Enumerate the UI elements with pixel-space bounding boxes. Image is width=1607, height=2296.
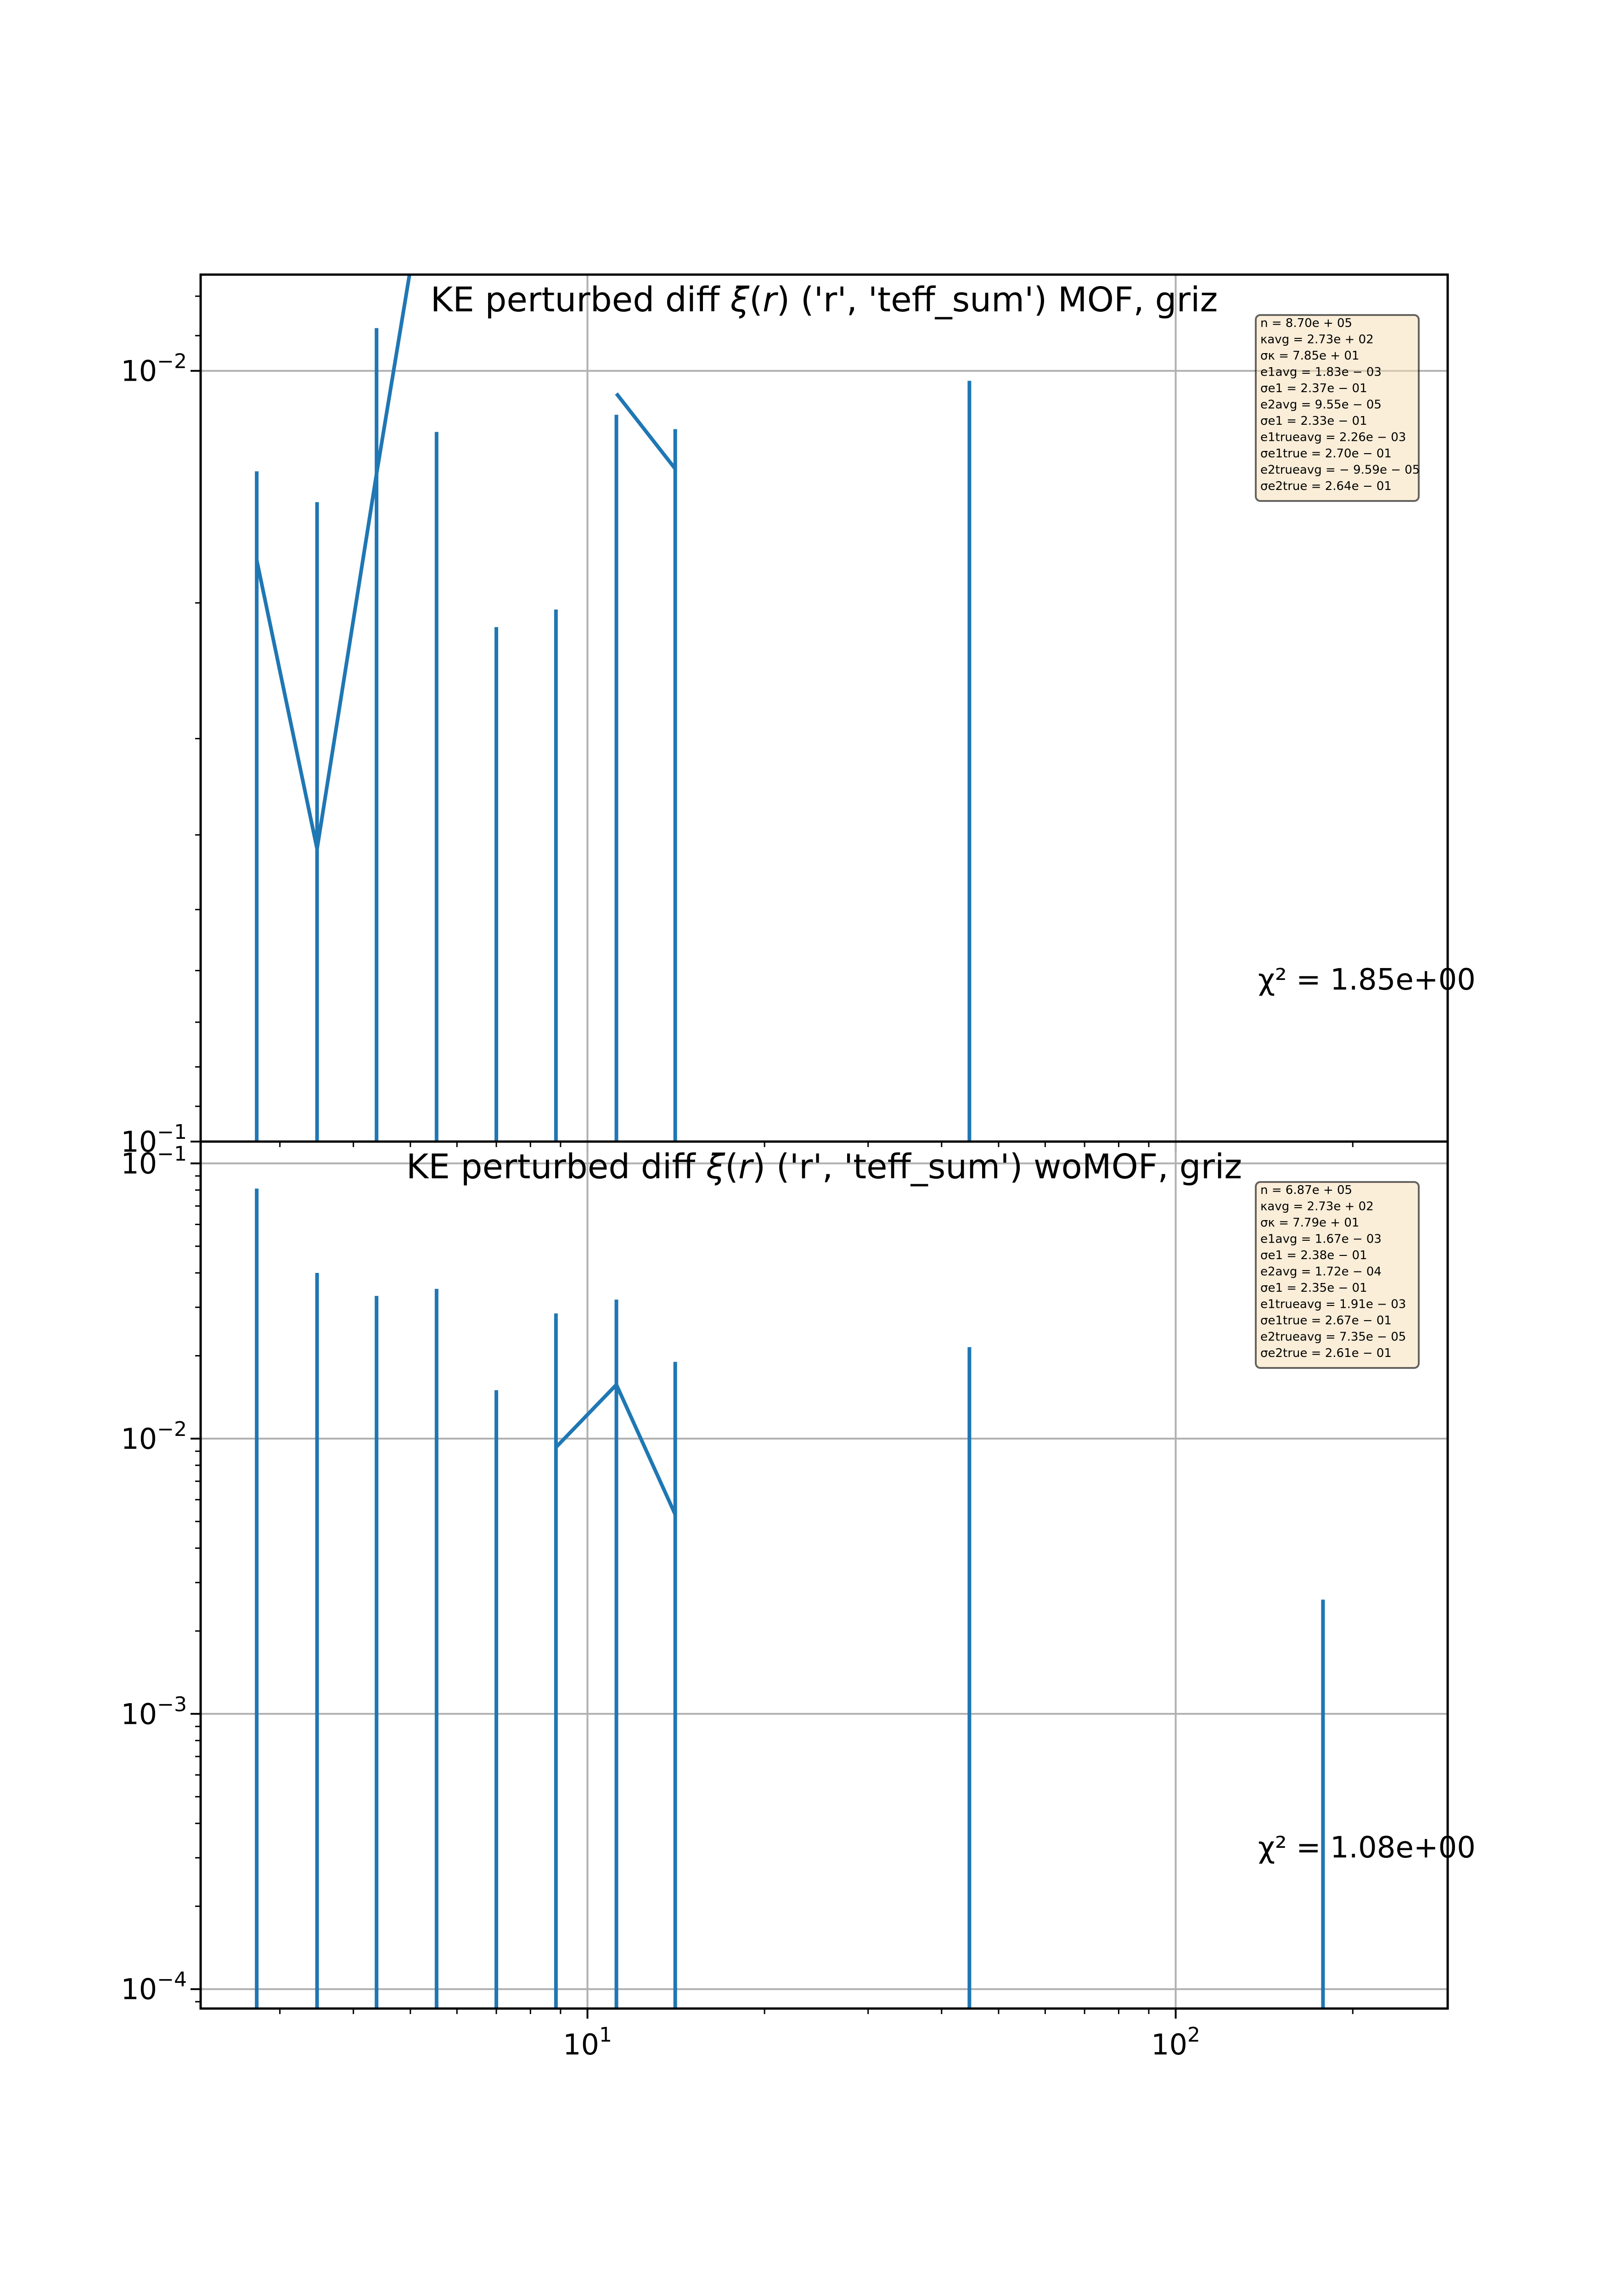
series-errorbars (255, 275, 972, 1142)
major-ticks: 10−2 10−1 (121, 350, 1177, 1159)
chart-title: KE perturbed diff ξ(r) ('r', 'teff_sum')… (431, 280, 1218, 320)
stats-line: e2trueavg = 7.35e − 05 (1260, 1330, 1406, 1344)
y-tick-label: 10−3 (121, 1693, 187, 1731)
stats-line: e1avg = 1.67e − 03 (1260, 1232, 1382, 1246)
stats-line: σe1true = 2.67e − 01 (1260, 1314, 1392, 1328)
stats-line: σκ = 7.79e + 01 (1260, 1216, 1359, 1230)
stats-line: e1trueavg = 1.91e − 03 (1260, 1298, 1406, 1311)
stats-line: σe1 = 2.37e − 01 (1260, 382, 1367, 395)
stats-line: e2trueavg = − 9.59e − 05 (1260, 463, 1420, 477)
x-tick-label: 102 (1151, 2023, 1200, 2061)
stats-line: κavg = 2.73e + 02 (1260, 1200, 1374, 1214)
bottom-panel-womof: 101 102 10−4 10−3 10−2 10−1 KE perturbed diff … (121, 1140, 1476, 2061)
stats-line: κavg = 2.73e + 02 (1260, 333, 1374, 347)
series-line (554, 1381, 677, 1515)
stats-line: σe1true = 2.70e − 01 (1260, 447, 1392, 461)
x-tick-label: 101 (563, 2023, 612, 2061)
stats-line: σκ = 7.85e + 01 (1260, 349, 1359, 363)
stats-box: n = 6.87e + 05 κavg = 2.73e + 02 σκ = 7.79… (1255, 1181, 1420, 1369)
chi-square-label: χ² = 1.08e+00 (1258, 1831, 1476, 1865)
chi-square-label: χ² = 1.85e+00 (1258, 963, 1476, 997)
major-ticks: 101 102 10−4 10−3 10−2 10−1 (121, 1142, 1200, 2061)
stats-line: e1trueavg = 2.26e − 03 (1260, 431, 1406, 445)
stats-line: σe1 = 2.33e − 01 (1260, 414, 1367, 428)
top-panel-mof: 10−2 10−1 KE perturbed diff ξ(r) ('r', 'te… (121, 273, 1476, 1159)
stats-line: e2avg = 1.72e − 04 (1260, 1265, 1382, 1279)
chart-title: KE perturbed diff ξ(r) ('r', 'teff_sum')… (406, 1147, 1242, 1187)
y-tick-label: 10−2 (121, 350, 187, 388)
stats-line: n = 8.70e + 05 (1260, 316, 1352, 330)
grid (201, 1142, 1448, 2009)
stats-box-background (1255, 314, 1420, 502)
series-line (255, 275, 411, 850)
y-tick-label: 10−1 (121, 1120, 187, 1159)
y-tick-label: 10−1 (121, 1142, 187, 1180)
stats-line: n = 6.87e + 05 (1260, 1183, 1352, 1197)
stats-line: σe2true = 2.61e − 01 (1260, 1346, 1392, 1360)
grid (201, 275, 1448, 1142)
stats-line: σe1 = 2.35e − 01 (1260, 1281, 1367, 1295)
stats-box: n = 8.70e + 05 κavg = 2.73e + 02 σκ = 7.85… (1255, 314, 1420, 502)
y-tick-label: 10−2 (121, 1418, 187, 1456)
axes-frame (199, 1140, 1449, 2010)
series-line (615, 392, 677, 470)
series-errorbars (255, 1188, 1325, 2009)
stats-box-background (1255, 1181, 1420, 1369)
y-tick-label: 10−4 (121, 1968, 187, 2006)
stats-line: e1avg = 1.83e − 03 (1260, 366, 1382, 379)
stats-line: σe1 = 2.38e − 01 (1260, 1249, 1367, 1262)
stats-line: σe2true = 2.64e − 01 (1260, 479, 1392, 493)
stats-line: e2avg = 9.55e − 05 (1260, 398, 1382, 412)
